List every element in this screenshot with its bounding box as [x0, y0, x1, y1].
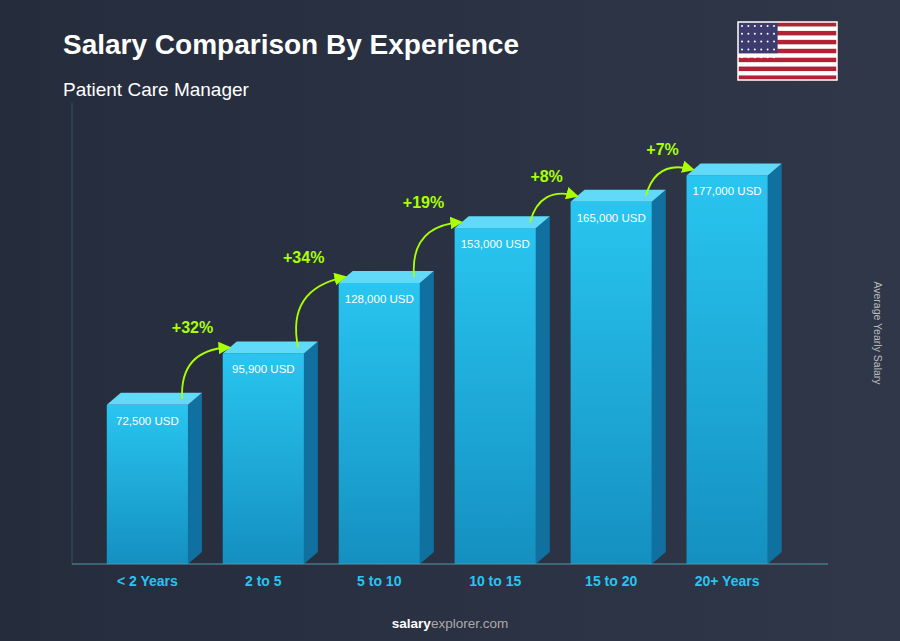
footer-part: explorer.com	[431, 616, 508, 631]
change-label: +8%	[530, 168, 562, 185]
value-label: 177,000 USD	[693, 185, 762, 197]
flag-star	[747, 41, 749, 43]
bar	[687, 175, 768, 564]
flag-star	[760, 56, 762, 58]
bar-top	[339, 271, 434, 283]
flag	[738, 22, 837, 80]
change-arrow	[646, 167, 692, 196]
bars	[107, 163, 782, 564]
flag-star	[773, 33, 775, 35]
x-tick-label: 10 to 15	[469, 573, 521, 589]
bar	[107, 405, 188, 564]
bar-side	[768, 163, 782, 564]
flag-star	[747, 56, 749, 58]
change-arrow	[296, 277, 344, 347]
bar-side	[652, 190, 666, 564]
footer-part: salary	[392, 616, 432, 631]
change-arrow	[182, 347, 229, 398]
flag-canton	[738, 22, 778, 53]
bar-side	[420, 271, 434, 564]
flag-star	[754, 25, 756, 27]
bar-group	[455, 216, 550, 564]
flag-star	[767, 48, 769, 50]
flag-stripe	[738, 58, 837, 63]
flag-star	[767, 33, 769, 35]
flag-star	[760, 25, 762, 27]
x-axis-line	[72, 564, 828, 565]
flag-star	[767, 56, 769, 58]
flag-stripe	[738, 62, 837, 67]
change-label: +19%	[403, 194, 444, 211]
flag-star	[760, 48, 762, 50]
bar-group	[339, 271, 434, 564]
bar-top	[107, 393, 202, 405]
flag-star	[754, 33, 756, 35]
y-axis-line	[72, 103, 73, 564]
change-label: +32%	[172, 319, 213, 336]
flag-star	[754, 41, 756, 43]
flag-star	[741, 48, 743, 50]
change-arrow	[414, 222, 461, 277]
background	[0, 0, 900, 641]
flag-star	[741, 41, 743, 43]
flag-star	[741, 33, 743, 35]
chart-container: Salary Comparison By Experience Patient C…	[0, 0, 900, 641]
flag-stripe	[738, 67, 837, 72]
value-label: 95,900 USD	[232, 363, 295, 375]
bar-top	[455, 216, 550, 228]
change-arrows: +32% +34% +19% +8% +7%	[172, 141, 693, 398]
title: Salary Comparison By Experience	[63, 29, 519, 60]
change-label: +7%	[646, 141, 678, 158]
flag-star	[741, 56, 743, 58]
value-label: 128,000 USD	[345, 293, 414, 305]
bar	[455, 228, 536, 564]
change-label: +34%	[283, 249, 324, 266]
value-label: 153,000 USD	[461, 238, 530, 250]
flag-star	[773, 25, 775, 27]
value-label: 165,000 USD	[577, 212, 646, 224]
bar-top	[571, 190, 666, 202]
bar-side	[304, 341, 318, 564]
bar-group	[571, 190, 666, 564]
value-label: 72,500 USD	[116, 415, 179, 427]
flag-star	[747, 25, 749, 27]
bar-top	[223, 341, 318, 353]
flag-star	[754, 56, 756, 58]
bar-group	[687, 163, 782, 564]
flag-stripe	[738, 71, 837, 76]
x-tick-label: 20+ Years	[695, 573, 760, 589]
flag-star	[773, 48, 775, 50]
x-tick-label: 5 to 10	[357, 573, 402, 589]
flag-star	[754, 48, 756, 50]
x-tick-label: 2 to 5	[245, 573, 282, 589]
flag-star	[767, 41, 769, 43]
flag-border	[738, 22, 837, 80]
flag-stripe	[738, 53, 837, 58]
flag-star	[747, 48, 749, 50]
flag-star	[747, 33, 749, 35]
flag-star	[773, 41, 775, 43]
bar-side	[188, 393, 202, 564]
bar	[223, 353, 304, 564]
x-tick-label: < 2 Years	[117, 573, 178, 589]
footer: salaryexplorer.com	[392, 616, 508, 631]
chart: Salary Comparison By Experience Patient C…	[0, 0, 900, 641]
y-axis-label: Average Yearly Salary	[872, 281, 884, 385]
bar-top	[687, 163, 782, 175]
flag-star	[773, 56, 775, 58]
bar	[339, 283, 420, 564]
bar-group	[223, 341, 318, 564]
bar-side	[536, 216, 550, 564]
flag-star	[767, 25, 769, 27]
subtitle: Patient Care Manager	[63, 79, 250, 100]
flag-star	[760, 41, 762, 43]
x-tick-label: 15 to 20	[585, 573, 637, 589]
bar-group	[107, 393, 202, 564]
flag-star	[741, 25, 743, 27]
flag-star	[760, 33, 762, 35]
bar	[571, 202, 652, 564]
change-arrow	[530, 194, 576, 223]
